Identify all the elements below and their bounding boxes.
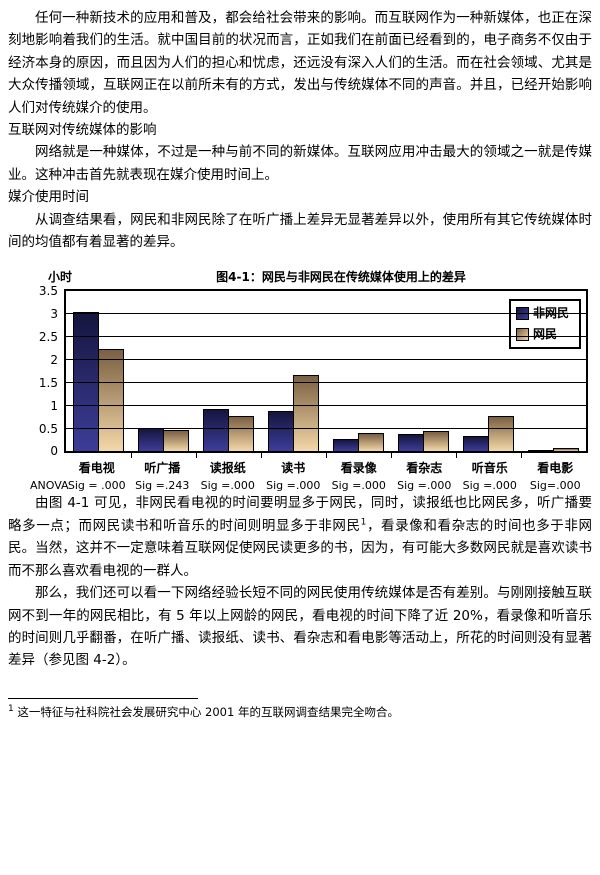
sig-value: Sig =.000 [266,479,321,493]
category-label: 看录像 [340,461,377,476]
bar [163,429,189,452]
paragraph-new-media: 网络就是一种媒体，不过是一种与前不同的新媒体。互联网应用冲击最大的领域之一就是传… [8,144,592,183]
bar [293,374,319,452]
bar [528,450,554,452]
y-tick-label: 3.5 [38,284,58,299]
category-label: 看电视 [78,461,115,476]
gridline [66,313,586,315]
x-axis-tick [456,453,457,459]
y-tick-label: 2 [50,353,58,368]
x-axis-tick [131,453,132,459]
bar-group-5 [326,291,391,452]
paragraph-survey-result: 从调查结果看，网民和非网民除了在听广播上差异无显著差异以外，使用所有其它传统媒体… [8,211,592,251]
category-label: 看电影 [537,461,574,476]
anova-sig-row: ANOVA Sig = .000 Sig =.243 Sig =.000 Sig =.… [30,479,588,492]
bar [138,427,164,452]
category-label: 听音乐 [471,461,508,476]
media-usage-bar-chart: 小时 图4-1：网民与非网民在传统媒体使用上的差异 3.5 3 2.5 2 1.5 1 0.… [30,269,592,492]
bar [98,348,124,452]
bar [358,433,384,452]
sig-value: Sig = .000 [67,479,126,493]
bar-group-6 [391,291,456,452]
gridline [66,336,586,338]
chart-legend: 非网民 网民 [508,299,581,350]
y-tick-label: 3 [50,307,58,322]
gridline [66,427,586,429]
bar [398,434,424,452]
bar [553,447,579,452]
sig-value: Sig=.000 [529,479,581,493]
footnote-body: 这一特征与社科院社会发展研究中心 2001 年的互联网调查结果完全吻合。 [17,704,399,719]
footnote-text: 1 这一特征与社科院社会发展研究中心 2001 年的互联网调查结果完全吻合。 [8,704,592,721]
document-page: 任何一种新技术的应用和普及，都会给社会带来的影响。而互联网作为一种新媒体，也正在… [8,10,592,721]
sig-value: Sig =.000 [462,479,517,493]
category-axis-lead-spacer [30,461,64,475]
bar-group-7 [456,291,521,452]
chart-title: 图4-1：网民与非网民在传统媒体使用上的差异 [216,270,466,285]
y-tick-label: 2.5 [38,330,58,345]
y-axis-unit-label: 小时 [47,270,72,285]
paragraph-experience-comparison: 那么，我们还可以看一下网络经验长短不同的网民使用传统媒体是否有差别。与刚刚接触互… [8,585,592,669]
x-axis-tick [261,453,262,459]
y-tick-label: 0 [50,444,58,459]
sig-value: Sig =.000 [331,479,386,493]
sig-value: Sig =.243 [135,479,190,493]
plot-row: 3.5 3 2.5 2 1.5 1 0.5 0 非网民 网民 [30,284,592,459]
category-label: 听广播 [144,461,181,476]
footnote-separator [8,697,198,699]
x-axis-tick [521,453,522,459]
paragraph-figure-discussion: 由图 4-1 可见，非网民看电视的时间要明显多于网民，同时，读报纸也比网民多，听… [8,492,592,582]
bar [333,438,359,452]
x-axis-tick [391,453,392,459]
category-label: 读书 [281,461,306,476]
bar [203,408,229,452]
y-tick-label: 0.5 [38,421,58,436]
footnote-reference: 1 [360,517,367,528]
gridline [66,381,586,383]
category-axis-labels: 看电视 听广播 读报纸 读书 看录像 看杂志 听音乐 看电影 [30,461,588,475]
category-label: 看杂志 [406,461,443,476]
bar-group-4 [261,291,326,452]
legend-swatch-icon [515,328,529,342]
bar [423,430,449,452]
gridline [66,359,586,361]
footnote-marker: 1 [8,703,14,714]
sig-value: Sig =.000 [200,479,255,493]
plot-area: 非网民 网民 [64,289,588,459]
bar [228,416,254,452]
bar-group-8 [521,291,586,452]
bar [268,411,294,452]
gridline [66,404,586,406]
legend-label: 网民 [532,327,557,342]
paragraph-figure-discussion-pre: 由图 4-1 可见，非网民看电视的时间要明显多于网民，同时，读报纸也比网民多，听… [8,495,592,534]
paragraph-figure-discussion-post: ，看录像和看杂志的时间也多于非网民。当然，这并不一定意味着互联网促使网民读更多的… [8,517,593,579]
legend-entry: 网民 [515,324,569,345]
y-axis: 3.5 3 2.5 2 1.5 1 0.5 0 [30,284,64,458]
bar-group-2 [131,291,196,452]
bar [463,436,489,452]
bar-group-3 [196,291,261,452]
y-tick-label: 1.5 [38,375,58,390]
footnote-block: 1 这一特征与社科院社会发展研究中心 2001 年的互联网调查结果完全吻合。 [8,697,592,721]
bar [488,415,514,452]
category-label: 读报纸 [209,461,246,476]
section-heading: 互联网对传统媒体的影响 [8,122,157,139]
y-tick-label: 1 [50,398,58,413]
x-axis-tick [196,453,197,459]
sub-title-media-usage-time: 媒介使用时间 [8,189,89,206]
anova-label: ANOVA [30,479,69,493]
x-axis-tick [326,453,327,459]
bar-groups [66,291,586,452]
chart-header: 小时 图4-1：网民与非网民在传统媒体使用上的差异 [30,269,592,285]
sig-value: Sig =.000 [397,479,452,493]
paragraph-intro: 任何一种新技术的应用和普及，都会给社会带来的影响。而互联网作为一种新媒体，也正在… [8,10,592,116]
